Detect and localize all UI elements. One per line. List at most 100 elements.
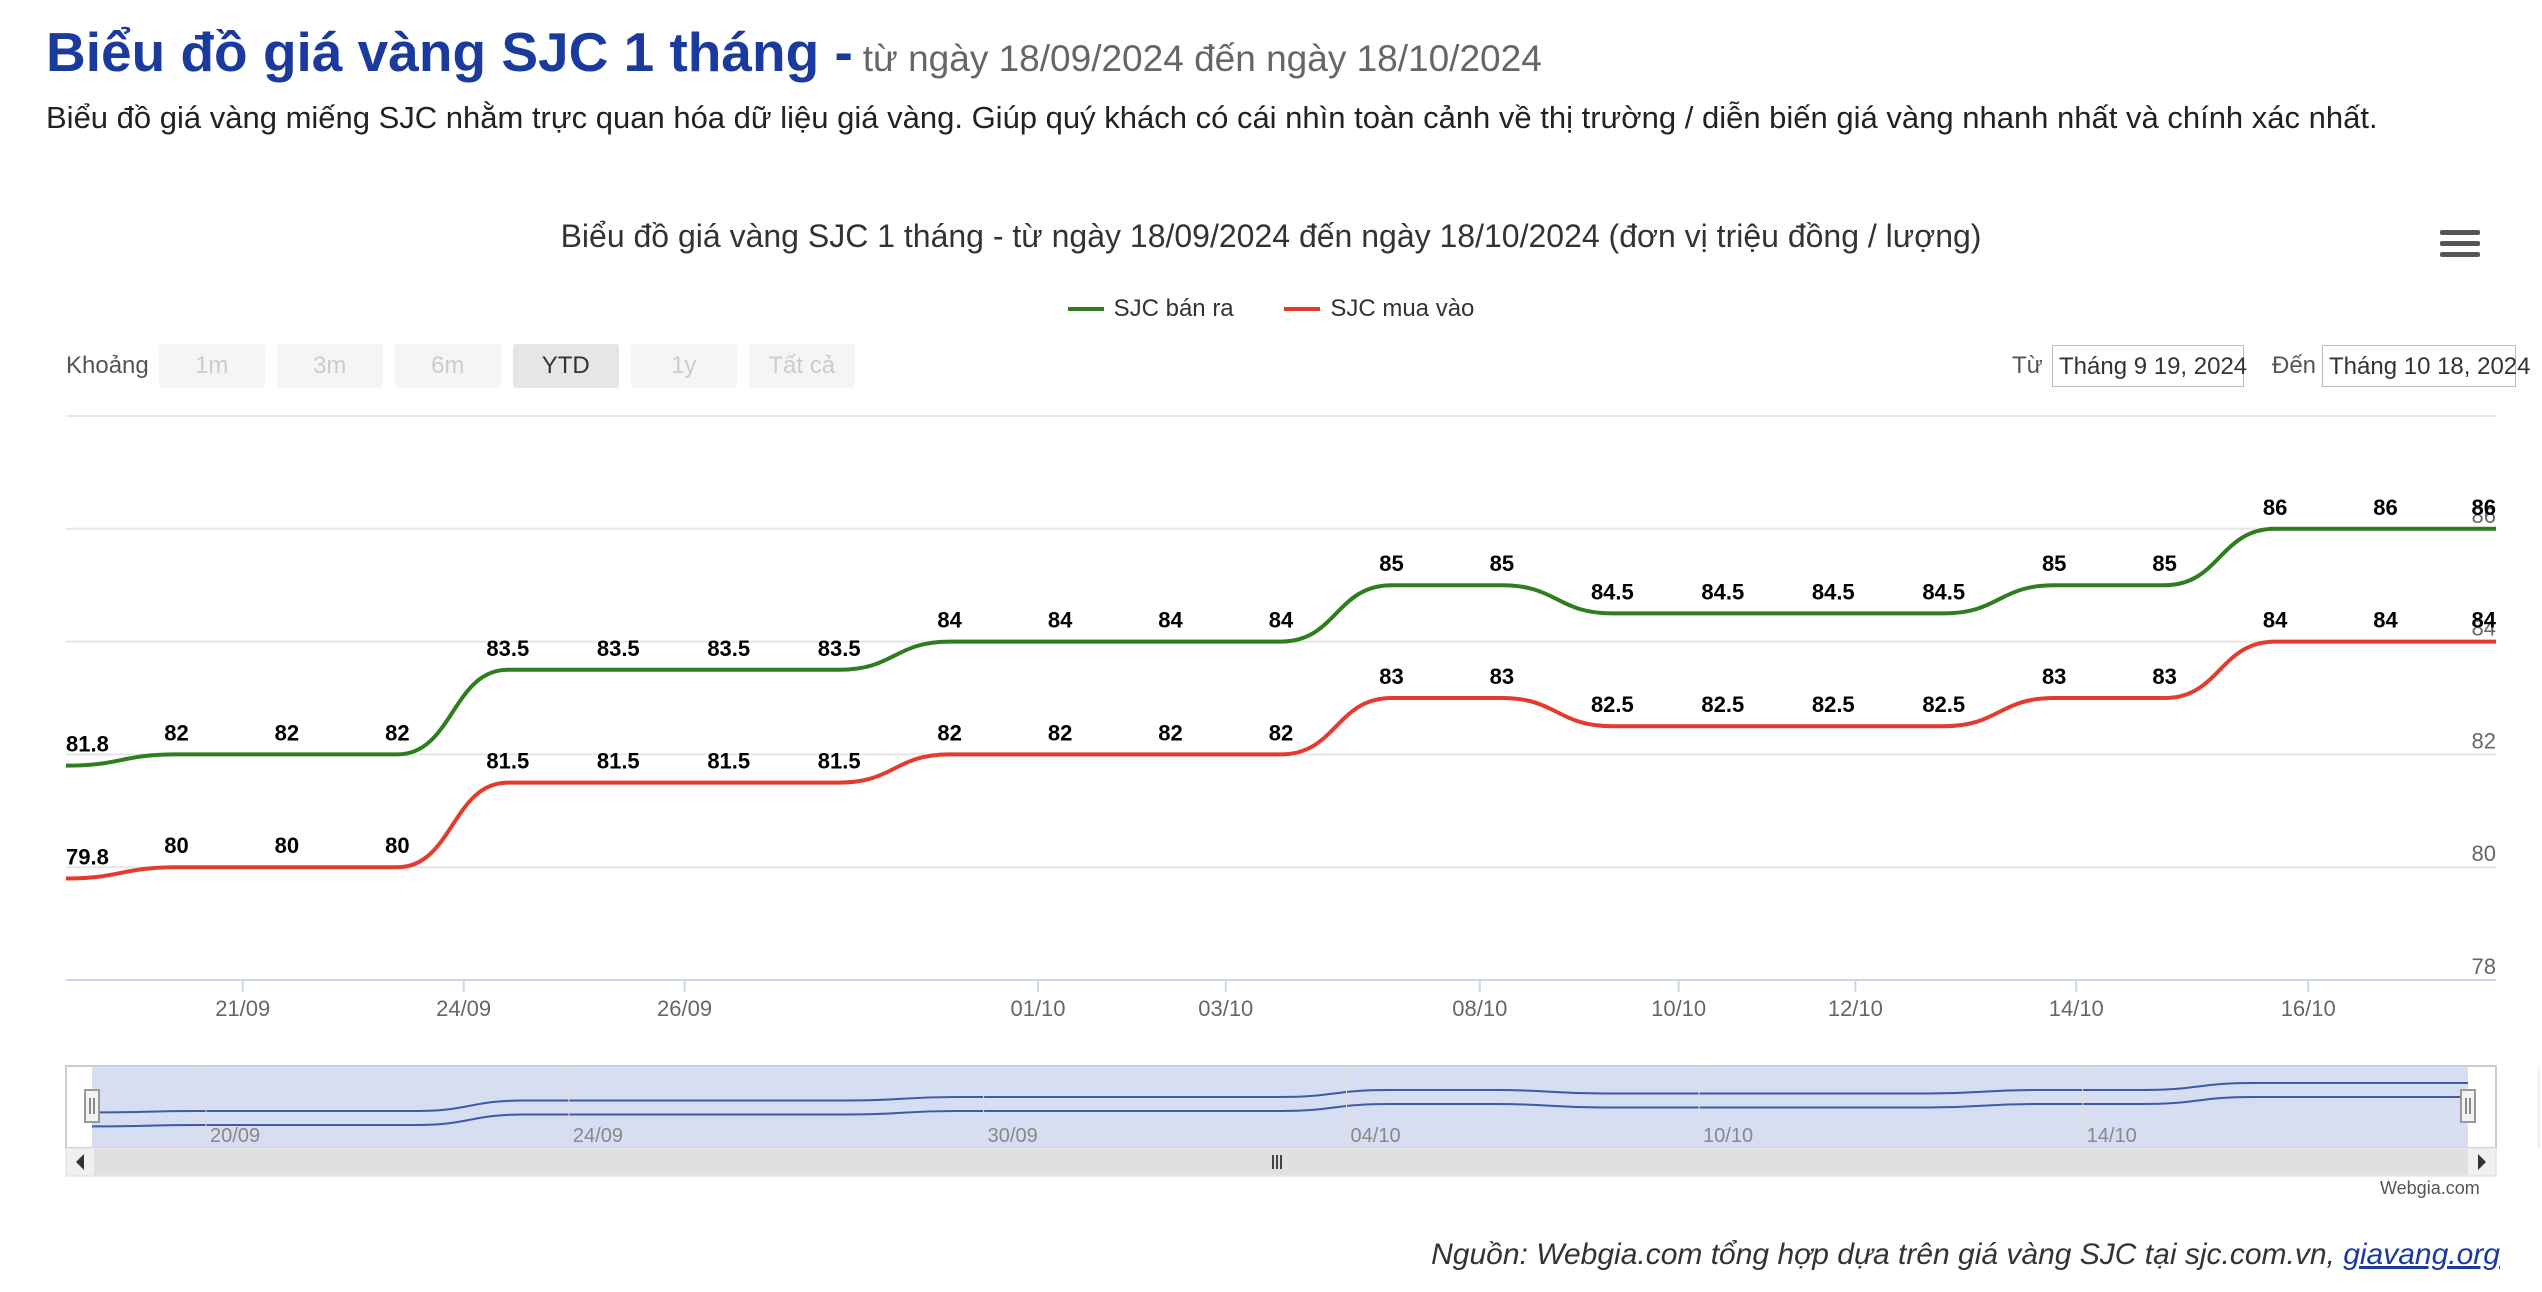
range-button-1y[interactable]: 1y <box>630 344 737 388</box>
navigator-selection <box>92 1066 2468 1148</box>
navigator-label: 20/09 <box>210 1125 260 1147</box>
series-line-sell <box>65 526 2496 768</box>
data-label: 86 <box>2373 495 2397 520</box>
data-label: 85 <box>2152 551 2176 576</box>
x-tick-label: 12/10 <box>1828 996 1883 1021</box>
data-label: 84.5 <box>1922 579 1965 604</box>
data-label: 80 <box>385 833 409 858</box>
data-labels: 81.8 82 82 82 83.5 83.5 83.5 83.5 84 84 84 84 85 85 84… <box>66 495 2497 870</box>
y-tick-label: 86 <box>2472 503 2496 528</box>
x-tick-label: 21/09 <box>215 996 270 1021</box>
x-tick-label: 26/09 <box>657 996 712 1021</box>
heading-date-range: từ ngày 18/09/2024 đến ngày 18/10/2024 <box>862 38 1542 79</box>
data-label: 82 <box>164 720 188 745</box>
data-label: 82 <box>1048 720 1072 745</box>
data-label: 83.5 <box>597 636 640 661</box>
scroll-left-icon[interactable] <box>76 1154 84 1170</box>
navigator-series-line <box>91 1081 2468 1114</box>
navigator-series-line <box>91 1095 2468 1128</box>
date-from-input[interactable]: Tháng 9 19, 2024 <box>2052 345 2247 387</box>
range-button-ytd[interactable]: YTD <box>512 344 619 388</box>
data-label: 83 <box>2152 664 2176 689</box>
data-label: 81.5 <box>486 749 529 774</box>
data-label: 82 <box>385 720 409 745</box>
series-line-buy <box>65 639 2496 881</box>
chart-legend: SJC bán ra SJC mua vào <box>0 290 2542 323</box>
x-tick-label: 14/10 <box>2049 996 2104 1021</box>
y-tick-label: 84 <box>2472 616 2496 641</box>
data-label: 84.5 <box>1701 579 1744 604</box>
legend-label-sell: SJC bán ra <box>1113 295 1234 322</box>
data-label: 85 <box>1490 551 1514 576</box>
x-tick-label: 10/10 <box>1651 996 1706 1021</box>
data-label: 81.5 <box>707 749 750 774</box>
navigator-label: 10/10 <box>1703 1125 1753 1147</box>
date-from-label: Từ <box>2012 352 2043 379</box>
range-button-1m[interactable]: 1m <box>158 344 265 388</box>
data-label: 82.5 <box>1922 692 1965 717</box>
data-label: 83 <box>2042 664 2066 689</box>
scroll-right-icon[interactable] <box>2478 1154 2486 1170</box>
data-label: 83 <box>1490 664 1514 689</box>
data-label: 85 <box>1379 551 1403 576</box>
data-label: 84.5 <box>1812 579 1855 604</box>
range-selector-label: Khoảng <box>66 352 149 379</box>
y-tick-label: 78 <box>2472 954 2496 979</box>
hamburger-icon <box>2440 230 2480 235</box>
data-label: 82.5 <box>1701 692 1744 717</box>
navigator-label: 30/09 <box>988 1125 1038 1147</box>
chart-menu-button[interactable] <box>2440 230 2480 264</box>
chart-title: Biểu đồ giá vàng SJC 1 tháng - từ ngày 1… <box>560 218 1982 254</box>
data-label: 81.8 <box>66 732 109 757</box>
data-label: 81.5 <box>818 749 861 774</box>
data-label: 83.5 <box>707 636 750 661</box>
chart-credit[interactable]: Webgia.com <box>2380 1178 2480 1198</box>
navigator-label: 04/10 <box>1351 1125 1401 1147</box>
navigator-handle-right[interactable] <box>2460 1089 2476 1123</box>
data-label: 84 <box>1158 608 1183 633</box>
data-label: 85 <box>2042 551 2066 576</box>
x-tick-label: 03/10 <box>1198 996 1253 1021</box>
range-button-6m[interactable]: 6m <box>394 344 501 388</box>
source-text: Nguồn: Webgia.com tổng hợp dựa trên giá … <box>1431 1238 2335 1271</box>
x-tick-label: 24/09 <box>436 996 491 1021</box>
hamburger-icon <box>2440 241 2480 246</box>
data-label: 84 <box>1048 608 1073 633</box>
date-to-label: Đến <box>2272 352 2317 379</box>
navigator-label: 24/09 <box>573 1125 623 1147</box>
data-label: 83.5 <box>818 636 861 661</box>
data-label: 83 <box>1379 664 1403 689</box>
data-label: 84 <box>2373 608 2398 633</box>
x-tick-label: 01/10 <box>1010 996 1065 1021</box>
legend-swatch-sell <box>1067 307 1104 311</box>
data-label: 79.8 <box>66 844 109 869</box>
data-label: 83.5 <box>486 636 529 661</box>
legend-item-sell[interactable]: SJC bán ra <box>1067 295 1234 323</box>
legend-label-buy: SJC mua vào <box>1330 295 1475 322</box>
hamburger-icon <box>2440 252 2480 257</box>
x-tick-label: 08/10 <box>1452 996 1507 1021</box>
y-tick-label: 82 <box>2472 728 2496 753</box>
legend-item-buy[interactable]: SJC mua vào <box>1284 295 1474 323</box>
data-label: 82 <box>937 720 961 745</box>
source-link[interactable]: giavang.org <box>2343 1238 2500 1271</box>
data-label: 82 <box>1269 720 1293 745</box>
page-heading: Biểu đồ giá vàng SJC 1 tháng - từ ngày 18… <box>46 20 1542 84</box>
range-button-all[interactable]: Tất cả <box>748 344 855 388</box>
data-label: 86 <box>2472 495 2496 520</box>
y-axis-ticks: 78 80 82 84 86 <box>2472 503 2496 979</box>
source-note: Nguồn: Webgia.com tổng hợp dựa trên giá … <box>1431 1238 2500 1272</box>
navigator-handle-left[interactable] <box>84 1089 100 1123</box>
data-label: 84 <box>937 608 962 633</box>
data-label: 82 <box>1158 720 1182 745</box>
range-button-3m[interactable]: 3m <box>276 344 383 388</box>
navigator-label: 14/10 <box>2087 1125 2137 1147</box>
y-tick-label: 80 <box>2472 841 2496 866</box>
data-label: 82 <box>275 720 299 745</box>
x-tick-label: 16/10 <box>2281 996 2336 1021</box>
legend-swatch-buy <box>1284 307 1321 311</box>
date-to-input[interactable]: Tháng 10 18, 2024 <box>2322 345 2531 387</box>
data-label: 86 <box>2263 495 2287 520</box>
